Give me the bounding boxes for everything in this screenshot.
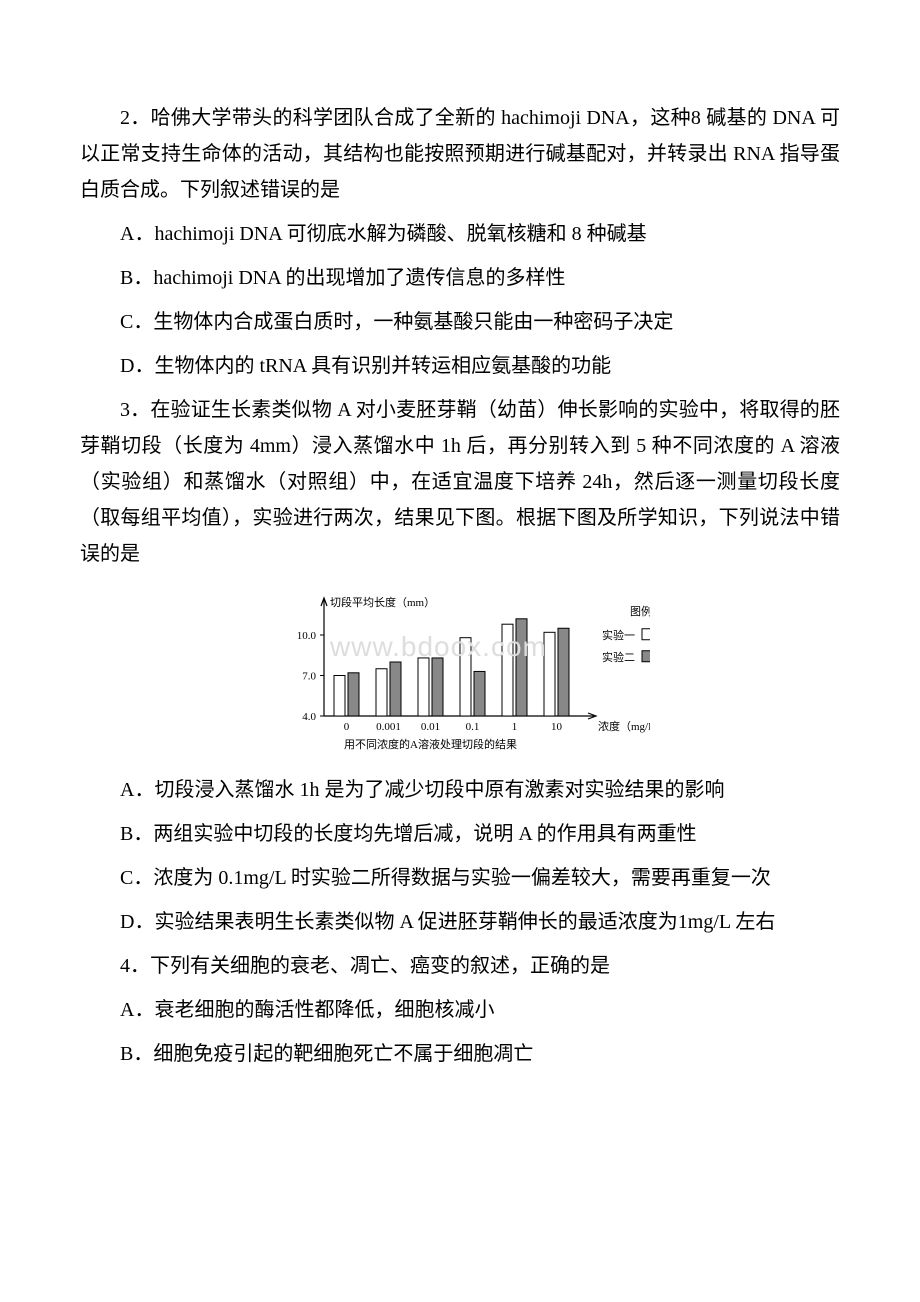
chart-svg: 4.0 7.0 10.0 切段平均长度（mm） 0 0.001 0.01 0.1 1 10 浓度（m…	[270, 584, 650, 756]
svg-text:实验一: 实验一	[602, 628, 635, 642]
svg-text:0.1: 0.1	[466, 721, 480, 733]
q3-option-b: B．两组实验中切段的长度均先增后减，说明 A 的作用具有两重性	[80, 816, 840, 852]
q3-stem: 3．在验证生长素类似物 A 对小麦胚芽鞘（幼苗）伸长影响的实验中，将取得的胚芽鞘…	[80, 392, 840, 572]
svg-text:10: 10	[551, 721, 563, 733]
svg-text:4.0: 4.0	[302, 711, 316, 723]
q2-option-d: D．生物体内的 tRNA 具有识别并转运相应氨基酸的功能	[80, 348, 840, 384]
q4-stem: 4．下列有关细胞的衰老、凋亡、癌变的叙述，正确的是	[80, 948, 840, 984]
svg-text:用不同浓度的A溶液处理切段的结果: 用不同浓度的A溶液处理切段的结果	[344, 737, 517, 751]
q4-option-b: B．细胞免疫引起的靶细胞死亡不属于细胞凋亡	[80, 1036, 840, 1072]
svg-text:1: 1	[512, 721, 518, 733]
svg-text:0.01: 0.01	[421, 721, 440, 733]
q3-option-d: D．实验结果表明生长素类似物 A 促进胚芽鞘伸长的最适浓度为1mg/L 左右	[80, 904, 840, 940]
svg-text:实验二: 实验二	[602, 650, 635, 664]
svg-text:图例: 图例	[630, 604, 650, 618]
svg-text:10.0: 10.0	[297, 630, 317, 642]
q2-stem: 2．哈佛大学带头的科学团队合成了全新的 hachimoji DNA，这种8 碱基…	[80, 100, 840, 208]
q2-option-b: B．hachimoji DNA 的出现增加了遗传信息的多样性	[80, 260, 840, 296]
svg-text:7.0: 7.0	[302, 671, 316, 683]
svg-text:0.001: 0.001	[376, 721, 401, 733]
q2-option-c: C．生物体内合成蛋白质时，一种氨基酸只能由一种密码子决定	[80, 304, 840, 340]
q2-option-a: A．hachimoji DNA 可彻底水解为磷酸、脱氧核糖和 8 种碱基	[80, 216, 840, 252]
svg-text:切段平均长度（mm）: 切段平均长度（mm）	[330, 595, 435, 609]
q3-option-a: A．切段浸入蒸馏水 1h 是为了减少切段中原有激素对实验结果的影响	[80, 772, 840, 808]
svg-text:0: 0	[344, 721, 350, 733]
q3-option-c: C．浓度为 0.1mg/L 时实验二所得数据与实验一偏差较大，需要再重复一次	[80, 860, 840, 896]
svg-text:浓度（mg/L）: 浓度（mg/L）	[598, 719, 650, 733]
bar-chart: www.bdoox.com 4.07.010.0切段平均长度（mm）00.001…	[270, 584, 650, 756]
q4-option-a: A．衰老细胞的酶活性都降低，细胞核减小	[80, 992, 840, 1028]
